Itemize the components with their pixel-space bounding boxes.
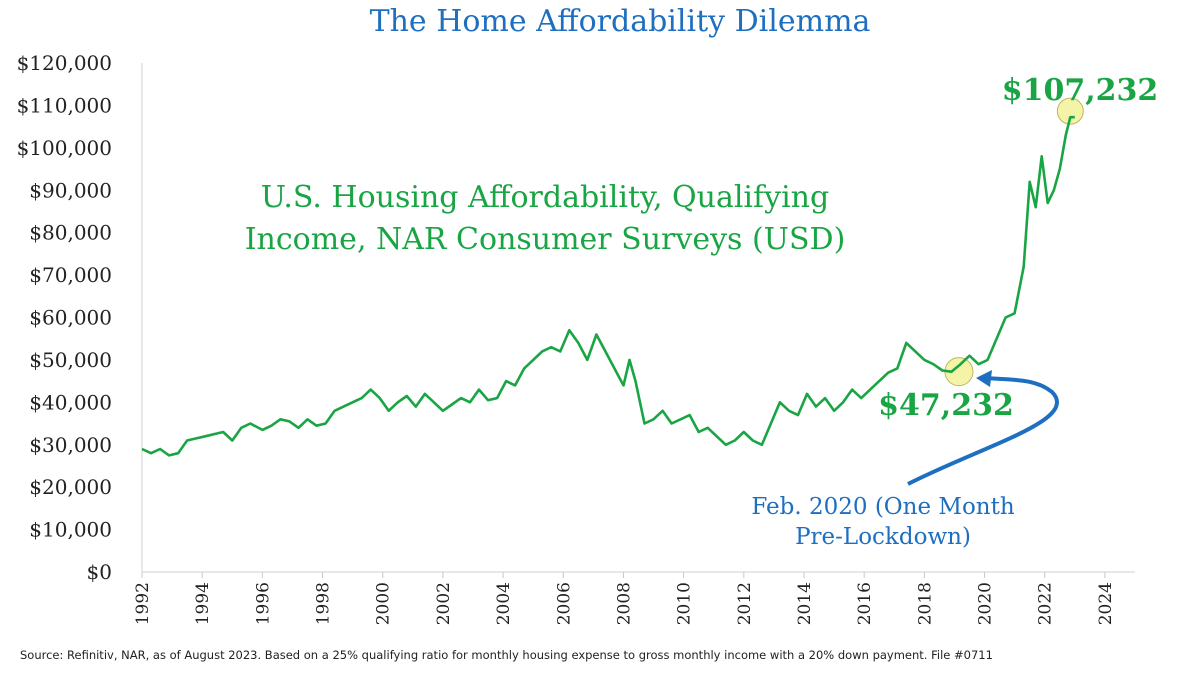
x-tick-label: 1998 bbox=[314, 582, 334, 625]
x-tick-label: 1996 bbox=[253, 582, 273, 625]
y-tick-label: $10,000 bbox=[29, 518, 112, 542]
y-tick-label: $80,000 bbox=[29, 221, 112, 245]
x-tick-label: 2004 bbox=[494, 582, 514, 625]
y-tick-label: $90,000 bbox=[29, 178, 112, 202]
x-tick-label: 1994 bbox=[193, 582, 213, 625]
x-axis: 1992 1994 1996 1998 2000 2002 2004 2006 2008 2010… bbox=[133, 572, 1116, 625]
series-label-line1: U.S. Housing Affordability, Qualifying bbox=[261, 180, 829, 215]
x-tick-label: 2014 bbox=[795, 582, 815, 625]
x-tick-label: 2000 bbox=[374, 582, 394, 625]
x-tick-label: 2002 bbox=[434, 582, 454, 625]
y-tick-label: $120,000 bbox=[17, 51, 112, 75]
x-tick-label: 2016 bbox=[855, 582, 875, 625]
y-tick-label: $20,000 bbox=[29, 475, 112, 499]
feb2020-arrow-icon bbox=[907, 376, 1059, 486]
x-tick-label: 2022 bbox=[1036, 582, 1056, 625]
source-note: Source: Refinitiv, NAR, as of August 202… bbox=[20, 648, 993, 662]
x-tick-label: 2024 bbox=[1096, 582, 1116, 625]
y-axis: $0 $10,000 $20,000 $30,000 $40,000 $50,000 $60… bbox=[17, 51, 112, 584]
highlight-peak-circle bbox=[1056, 97, 1084, 125]
arrowhead-icon bbox=[976, 370, 992, 387]
series-line bbox=[141, 115, 1075, 457]
callout-peak-label: $107,232 bbox=[1002, 73, 1159, 108]
y-tick-label: $50,000 bbox=[29, 348, 112, 372]
x-tick-label: 2008 bbox=[614, 582, 634, 625]
x-tick-label: 2006 bbox=[554, 582, 574, 625]
callout-feb2020-label: $47,232 bbox=[878, 388, 1014, 423]
y-tick-label: $0 bbox=[87, 560, 112, 584]
chart-title: The Home Affordability Dilemma bbox=[369, 4, 871, 39]
x-tick-label: 2010 bbox=[675, 582, 695, 625]
y-tick-label: $30,000 bbox=[29, 433, 112, 457]
x-tick-label: 1992 bbox=[133, 582, 153, 625]
series-label-line2: Income, NAR Consumer Surveys (USD) bbox=[245, 222, 846, 257]
y-tick-label: $40,000 bbox=[29, 390, 112, 414]
arrow-note-line1: Feb. 2020 (One Month bbox=[751, 494, 1015, 520]
x-tick-label: 2018 bbox=[915, 582, 935, 625]
y-tick-label: $60,000 bbox=[29, 306, 112, 330]
y-tick-label: $100,000 bbox=[17, 136, 112, 160]
x-tick-label: 2012 bbox=[735, 582, 755, 625]
y-tick-label: $110,000 bbox=[17, 93, 112, 117]
y-tick-label: $70,000 bbox=[29, 263, 112, 287]
x-tick-label: 2020 bbox=[976, 582, 996, 625]
arrow-note-line2: Pre-Lockdown) bbox=[795, 524, 971, 550]
